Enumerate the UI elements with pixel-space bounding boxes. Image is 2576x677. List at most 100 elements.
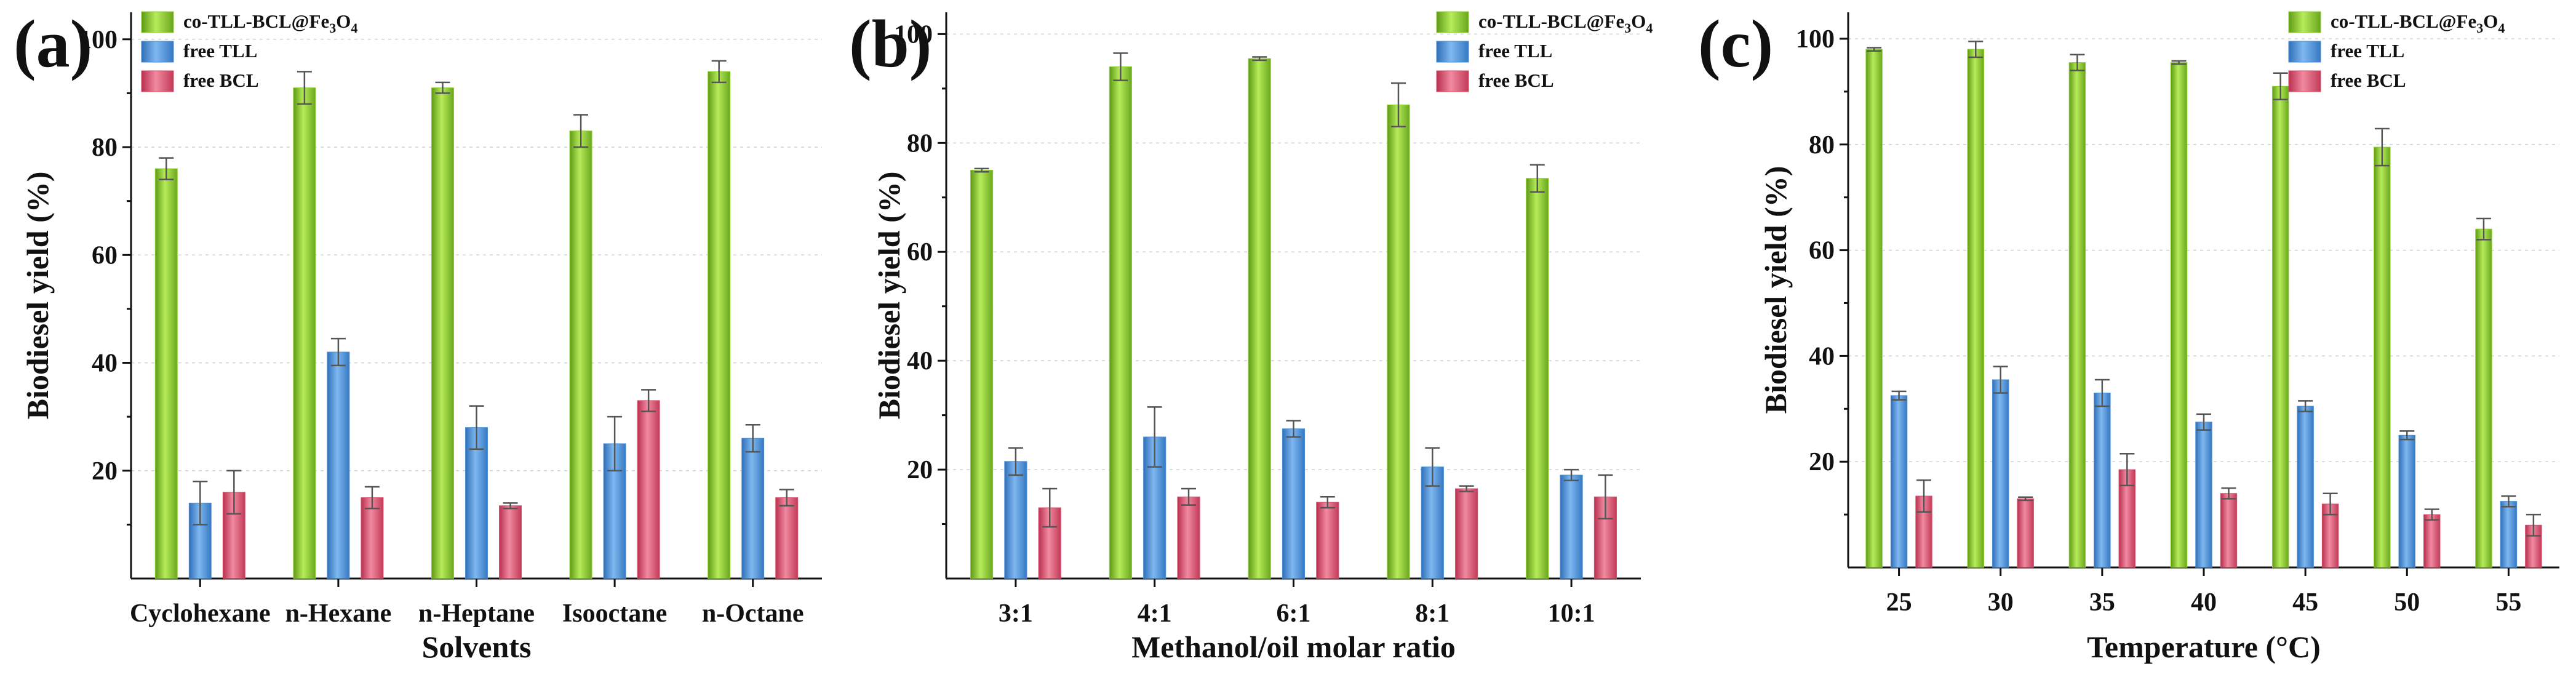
- bar-co: [154, 168, 178, 579]
- bar-bcl: [637, 400, 660, 579]
- x-tick-label: n-Heptane: [418, 599, 535, 628]
- x-axis-title: Temperature (°C): [2087, 630, 2321, 664]
- bar-bcl: [775, 497, 799, 579]
- legend: co-TLL-BCL@Fe3O4 free TLL free BCL: [2288, 10, 2505, 92]
- bar-bcl: [2017, 498, 2034, 568]
- bar-tll: [1560, 475, 1583, 579]
- x-tick-label: n-Hexane: [285, 599, 392, 628]
- y-tick-label: 60: [907, 238, 933, 266]
- x-tick-label: 3:1: [999, 599, 1033, 628]
- bar-co: [569, 130, 592, 579]
- bar-bcl: [1177, 496, 1200, 579]
- legend-label-co: co-TLL-BCL@Fe3O4: [2331, 10, 2505, 36]
- bar-tll: [327, 351, 350, 579]
- x-tick-label: Cyclohexane: [130, 599, 271, 628]
- x-tick-label: 6:1: [1277, 599, 1311, 628]
- bar-bcl: [1915, 495, 1932, 568]
- bar-co: [1248, 58, 1271, 579]
- bar-tll: [465, 427, 488, 579]
- x-axis-title: Methanol/oil molar ratio: [1131, 630, 1456, 664]
- x-tick-label: 55: [2495, 588, 2521, 617]
- legend-label-tll: free TLL: [183, 40, 257, 62]
- bar-tll: [1890, 395, 1908, 568]
- bar-co: [2170, 62, 2188, 568]
- legend-swatch-bcl: [1436, 70, 1469, 92]
- bar-co: [2271, 86, 2289, 568]
- bar-bcl: [1316, 502, 1339, 579]
- y-tick-label: 80: [907, 129, 933, 158]
- bar-tll: [741, 438, 765, 579]
- legend-label-co: co-TLL-BCL@Fe3O4: [1478, 10, 1653, 36]
- bar-tll: [1992, 379, 2009, 568]
- y-tick-label: 100: [894, 20, 933, 49]
- x-axis-title: Solvents: [422, 630, 532, 664]
- x-tick-label: 10:1: [1548, 599, 1595, 628]
- y-tick-label: 40: [1809, 342, 1835, 371]
- y-tick-label: 40: [92, 350, 118, 378]
- y-tick-label: 20: [92, 457, 118, 486]
- y-axis-title: Biodiesel yield (%): [20, 172, 55, 420]
- x-tick-label: 50: [2394, 588, 2420, 617]
- bar-bcl: [2220, 493, 2238, 568]
- x-tick-label: 45: [2292, 588, 2318, 617]
- bar-co: [1109, 66, 1132, 579]
- y-tick-label: 20: [907, 456, 933, 484]
- bar-co: [1967, 49, 1984, 568]
- bar-tll: [1004, 461, 1027, 579]
- legend: co-TLL-BCL@Fe3O4 free TLL free BCL: [1436, 10, 1653, 92]
- legend-label-tll: free TLL: [1478, 40, 1552, 62]
- y-tick-label: 100: [1796, 25, 1835, 54]
- panel-c: 20 40 60 80 100 25 30 35 40 45 50 55 (c) Biodiesel yi…: [1698, 6, 2559, 664]
- bar-co: [2374, 146, 2391, 568]
- legend-swatch-co: [1436, 11, 1469, 33]
- legend-swatch-bcl: [2288, 70, 2321, 92]
- bar-co: [431, 87, 454, 579]
- bar-tll: [2094, 393, 2111, 568]
- bar-co: [970, 170, 994, 579]
- bar-tll: [1282, 428, 1306, 579]
- x-tick-label: 30: [1988, 588, 2014, 617]
- panel-label: (b): [849, 6, 931, 81]
- bar-bcl: [1455, 488, 1478, 579]
- y-axis-title: Biodiesel yield (%): [1758, 166, 1793, 414]
- x-tick-label: 8:1: [1415, 599, 1449, 628]
- y-tick-label: 60: [92, 241, 118, 270]
- x-tick-label: 35: [2089, 588, 2115, 617]
- bar-co: [1865, 49, 1883, 568]
- legend-swatch-tll: [141, 41, 174, 63]
- y-axis-title: Biodiesel yield (%): [872, 172, 906, 420]
- bar-tll: [2195, 422, 2212, 568]
- y-tick-label: 80: [1809, 131, 1835, 159]
- bar-co: [708, 71, 731, 579]
- x-tick-label: Isooctane: [562, 599, 667, 628]
- x-tick-label: 40: [2191, 588, 2217, 617]
- panel-label: (c): [1698, 6, 1773, 81]
- bar-co: [1387, 104, 1410, 579]
- bar-co: [1526, 178, 1549, 579]
- x-tick-label: n-Octane: [702, 599, 804, 628]
- x-tick-label: 25: [1886, 588, 1912, 617]
- panel-b: 20 40 60 80 100 3:1 4:1 6:1 8:1 10:1 (b) Biodiesel …: [849, 6, 1653, 664]
- bar-co: [2068, 62, 2086, 568]
- legend-label-bcl: free BCL: [2331, 70, 2406, 91]
- bar-tll: [2398, 435, 2415, 568]
- legend-swatch-tll: [1436, 41, 1469, 63]
- legend-swatch-tll: [2288, 41, 2321, 63]
- y-tick-label: 60: [1809, 237, 1835, 265]
- y-tick-label: 100: [79, 26, 118, 54]
- legend-swatch-co: [141, 11, 174, 33]
- legend-label-co: co-TLL-BCL@Fe3O4: [183, 10, 357, 36]
- legend-swatch-bcl: [141, 70, 174, 92]
- y-tick-label: 40: [907, 347, 933, 375]
- bar-co: [293, 87, 316, 579]
- legend-label-bcl: free BCL: [1478, 70, 1554, 91]
- bar-bcl: [2423, 514, 2441, 568]
- bar-tll: [2297, 406, 2314, 568]
- legend-label-bcl: free BCL: [183, 70, 259, 91]
- panel-label: (a): [14, 6, 92, 81]
- y-tick-label: 20: [1809, 448, 1835, 476]
- panel-a: 20 40 60 80 100 Cyclohexane n-Hexane n-Heptane I…: [14, 6, 822, 664]
- y-tick-label: 80: [92, 134, 118, 162]
- legend-swatch-co: [2288, 11, 2321, 33]
